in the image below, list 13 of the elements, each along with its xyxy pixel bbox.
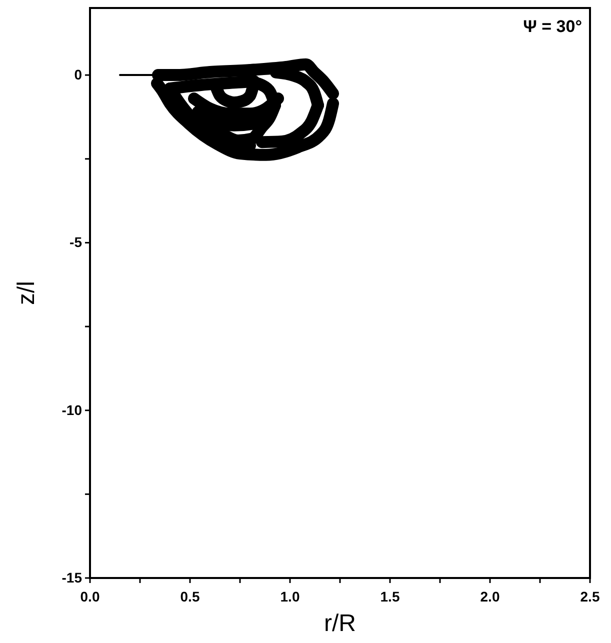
x-tick-label: 1.5 xyxy=(380,588,400,604)
y-tick-label: 0 xyxy=(74,66,82,83)
x-axis-title: r/R xyxy=(324,610,356,637)
annotation: Ψ = 30° xyxy=(523,17,582,36)
y-axis-title: z/l xyxy=(13,281,40,305)
x-tick-label: 1.0 xyxy=(280,588,300,604)
y-tick-label: -10 xyxy=(62,402,82,418)
x-tick-label: 0.5 xyxy=(180,588,200,604)
y-tick-label: -5 xyxy=(70,234,82,250)
x-tick-label: 0.0 xyxy=(80,588,100,604)
x-tick-label: 2.0 xyxy=(480,588,500,604)
y-tick-label: -15 xyxy=(62,569,82,586)
x-tick-label: 2.5 xyxy=(580,588,600,604)
